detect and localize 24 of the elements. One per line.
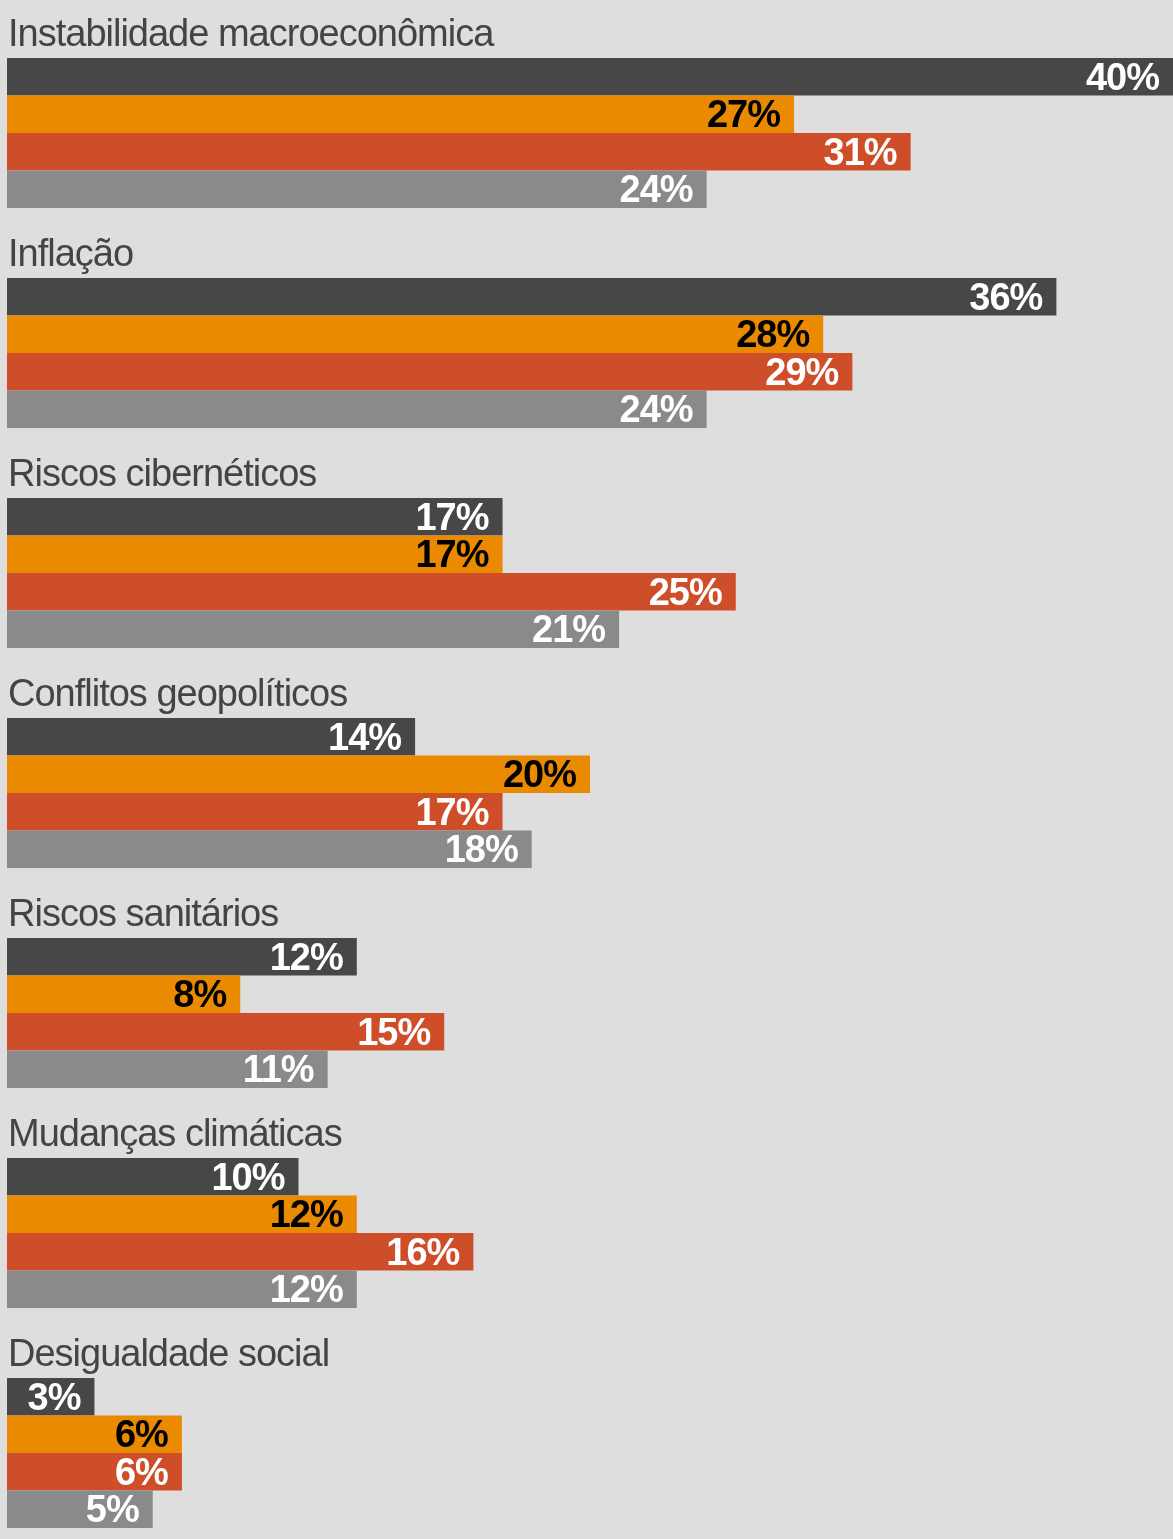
y-tick-label: Instabilidade macroeconômica [8, 12, 496, 54]
data-label: 20% [502, 753, 577, 796]
data-label: 12% [269, 935, 344, 978]
data-label: 31% [823, 130, 897, 173]
data-label: 16% [386, 1230, 460, 1273]
y-tick-label: Riscos cibernéticos [8, 452, 317, 494]
y-tick-label: Inflação [8, 232, 134, 274]
data-label: 27% [706, 93, 781, 136]
data-label: 3% [27, 1375, 81, 1418]
y-tick-label: Riscos sanitários [8, 892, 279, 934]
data-label: 14% [328, 715, 402, 758]
y-tick-label: Conflitos geopolíticos [8, 672, 348, 714]
y-tick-label: Mudanças climáticas [8, 1112, 342, 1154]
data-label: 12% [269, 1268, 344, 1311]
data-label: 36% [969, 275, 1043, 318]
data-label: 40% [1085, 55, 1160, 98]
data-label: 8% [173, 973, 227, 1016]
data-label: 24% [619, 388, 693, 431]
data-label: 25% [648, 570, 722, 613]
data-label: 21% [532, 608, 606, 651]
y-tick-label: Desigualdade social [8, 1332, 330, 1374]
data-label: 24% [619, 168, 693, 211]
data-label: 15% [357, 1010, 431, 1053]
data-label: 11% [242, 1048, 314, 1091]
